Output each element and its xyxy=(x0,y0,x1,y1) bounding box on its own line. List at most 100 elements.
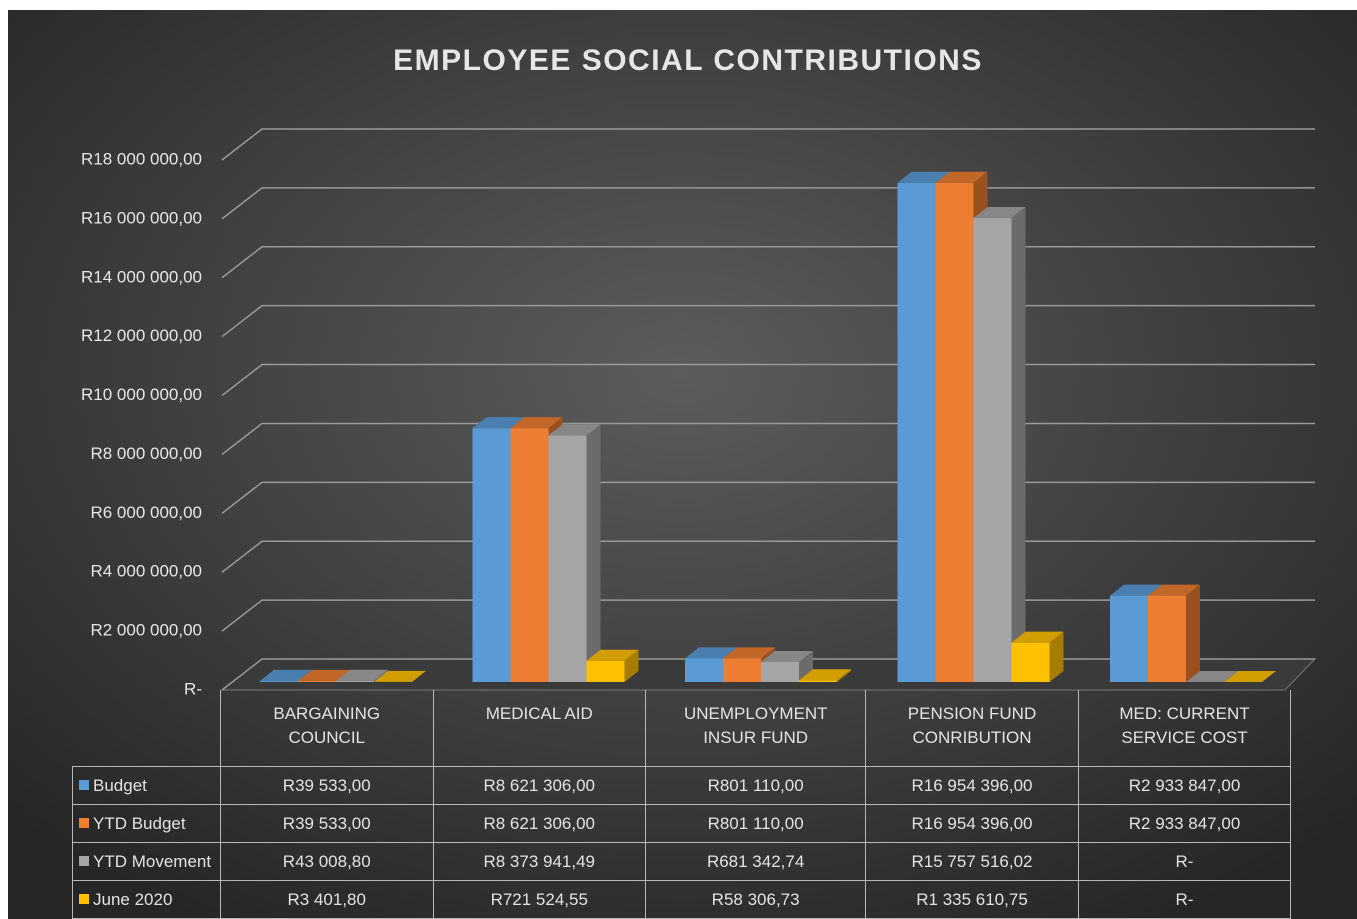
bar xyxy=(1224,671,1276,682)
bar-front xyxy=(1110,595,1148,682)
bar xyxy=(586,649,639,682)
value-label: R8 621 306,00 xyxy=(432,804,646,843)
bar-top xyxy=(298,669,350,681)
y-tick-label: R2 000 000,00 xyxy=(90,621,202,640)
bar-top xyxy=(685,647,737,659)
value-label: R8 621 306,00 xyxy=(432,766,646,805)
header-row: BARGAINING COUNCIL MEDICAL AID UNEMPLOYMEN… xyxy=(72,690,1292,767)
bar-top xyxy=(374,670,426,682)
legend-entry: June 2020 xyxy=(72,880,221,919)
category-label: MEDICAL AID xyxy=(432,690,646,767)
data-table: BARGAINING COUNCIL MEDICAL AID UNEMPLOYMEN… xyxy=(72,690,1292,919)
category-label: BARGAINING COUNCIL xyxy=(220,690,434,767)
bar-front xyxy=(298,680,336,682)
bar-top xyxy=(336,669,388,681)
bar-front xyxy=(723,658,761,682)
value-label: R801 110,00 xyxy=(644,766,867,805)
bar xyxy=(1011,631,1064,682)
value-label: R- xyxy=(1077,880,1292,919)
legend-entry: Budget xyxy=(72,766,221,805)
bar-front xyxy=(1011,642,1050,682)
bar-side xyxy=(624,649,639,682)
chart-title: EMPLOYEE SOCIAL CONTRIBUTIONS xyxy=(393,44,983,77)
legend-label: June 2020 xyxy=(93,889,173,909)
bar-top xyxy=(723,647,775,659)
bar-top xyxy=(548,424,601,436)
bar xyxy=(374,670,426,682)
bar-front xyxy=(935,182,974,682)
category-label: UNEMPLOYMENT INSUR FUND xyxy=(644,690,867,767)
bar-top xyxy=(973,207,1026,219)
bar-top xyxy=(1186,671,1238,682)
blank-cell xyxy=(72,690,221,767)
chart-area: EMPLOYEE SOCIAL CONTRIBUTIONS R- R2 000 0… xyxy=(8,10,1357,919)
bar-top xyxy=(935,171,988,183)
y-tick-label: R12 000 000,00 xyxy=(81,326,202,345)
y-tick-label: R4 000 000,00 xyxy=(90,562,202,581)
category-label: MED: CURRENT SERVICE COST xyxy=(1077,690,1292,767)
bar xyxy=(761,650,813,682)
bar-top xyxy=(761,650,813,662)
bar-top xyxy=(1110,584,1162,596)
bar-top xyxy=(510,417,563,429)
value-label: R1 335 610,75 xyxy=(865,880,1079,919)
series-row: YTD Movement R43 008,80 R8 373 941,49 R681 … xyxy=(72,842,1292,881)
bar-front xyxy=(586,660,625,682)
bar xyxy=(336,669,388,682)
value-label: R58 306,73 xyxy=(644,880,867,919)
legend-swatch xyxy=(79,893,89,904)
bar xyxy=(799,669,851,682)
value-label: R39 533,00 xyxy=(220,804,434,843)
bar-front xyxy=(799,680,837,682)
bar xyxy=(1186,671,1238,682)
bar-side xyxy=(799,650,813,682)
bar-top xyxy=(799,669,851,681)
bar-top xyxy=(1011,631,1064,643)
bar-front xyxy=(897,182,936,682)
value-label: R681 342,74 xyxy=(644,842,867,881)
value-label: R2 933 847,00 xyxy=(1077,766,1292,805)
bar-front xyxy=(510,428,549,682)
value-label: R721 524,55 xyxy=(432,880,646,919)
bar xyxy=(548,424,601,682)
bar-side xyxy=(1011,207,1026,683)
legend-label: YTD Movement xyxy=(93,851,212,871)
bar-front xyxy=(973,218,1012,683)
value-label: R15 757 516,02 xyxy=(865,842,1079,881)
series-row: YTD Budget R39 533,00 R8 621 306,00 R801 11… xyxy=(72,804,1292,843)
bar-top xyxy=(1224,671,1276,682)
bar-front xyxy=(548,435,587,682)
bar-side xyxy=(1049,631,1064,682)
value-label: R39 533,00 xyxy=(220,766,434,805)
legend-swatch xyxy=(79,855,89,866)
y-tick-label: R16 000 000,00 xyxy=(81,208,202,227)
y-tick-label: R18 000 000,00 xyxy=(81,149,202,168)
bar-side xyxy=(412,670,426,682)
value-label: R- xyxy=(1077,842,1292,881)
category-label: PENSION FUND CONRIBUTION xyxy=(865,690,1079,767)
value-label: R801 110,00 xyxy=(644,804,867,843)
y-tick-label: R6 000 000,00 xyxy=(90,503,202,522)
value-label: R2 933 847,00 xyxy=(1077,804,1292,843)
grid-line xyxy=(221,128,1315,161)
bar-side xyxy=(1186,584,1200,682)
bar-front xyxy=(761,661,799,682)
value-label: R16 954 396,00 xyxy=(865,804,1079,843)
y-tick-label: R10 000 000,00 xyxy=(81,385,202,404)
bar-front xyxy=(260,680,298,682)
bar xyxy=(1148,584,1200,682)
bar-front xyxy=(472,428,511,682)
bar-top xyxy=(260,669,312,681)
bar-front xyxy=(336,680,374,682)
bar-side xyxy=(837,669,851,682)
value-label: R16 954 396,00 xyxy=(865,766,1079,805)
y-tick-label: R14 000 000,00 xyxy=(81,267,202,286)
series-row: June 2020 R3 401,80 R721 524,55 R58 306,73 R… xyxy=(72,880,1292,919)
bar-top xyxy=(897,171,950,183)
legend-swatch xyxy=(79,817,89,828)
bar-front xyxy=(685,658,723,682)
legend-swatch xyxy=(79,779,89,790)
legend-entry: YTD Movement xyxy=(72,842,221,881)
y-tick-label: R8 000 000,00 xyxy=(90,444,202,463)
value-label: R8 373 941,49 xyxy=(432,842,646,881)
